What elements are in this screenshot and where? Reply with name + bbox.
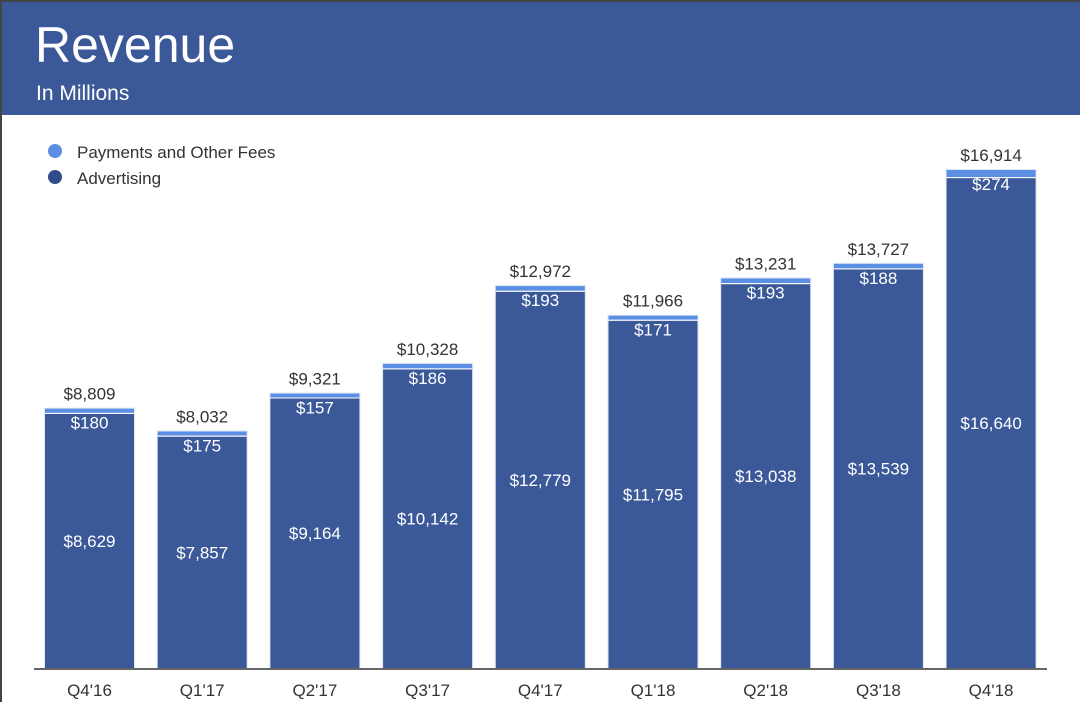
x-tick-label: Q4'17 (518, 681, 563, 700)
x-tick-label: Q2'18 (743, 681, 788, 700)
legend: Payments and Other Fees Advertising (48, 143, 275, 188)
bar-payments (946, 170, 1036, 178)
x-tick-label: Q1'17 (180, 681, 225, 700)
bar-advertising (383, 369, 473, 668)
bar-payments (157, 431, 247, 436)
payments-label: $193 (521, 291, 559, 310)
x-tick-label: Q2'17 (292, 681, 337, 700)
legend-label-advertising: Advertising (77, 169, 161, 188)
total-label: $8,809 (64, 385, 116, 404)
payments-label: $180 (71, 414, 109, 433)
bar-advertising (721, 284, 811, 668)
chart-subtitle: In Millions (36, 82, 130, 105)
bar-advertising (157, 436, 247, 668)
bar-payments (608, 315, 698, 320)
payments-label: $175 (183, 437, 221, 456)
legend-marker-advertising (48, 170, 62, 184)
bar-payments (833, 263, 923, 269)
total-label: $10,328 (397, 340, 458, 359)
x-tick-label: Q1'18 (631, 681, 676, 700)
payments-label: $274 (972, 175, 1010, 194)
payments-label: $157 (296, 399, 334, 418)
advertising-label: $16,640 (960, 414, 1021, 433)
x-tick-label: Q3'17 (405, 681, 450, 700)
x-tick-label: Q4'16 (67, 681, 112, 700)
chart-title: Revenue (35, 17, 236, 73)
advertising-label: $10,142 (397, 510, 458, 529)
x-tick-label: Q4'18 (969, 681, 1014, 700)
advertising-label: $12,779 (510, 471, 571, 490)
bar-advertising (270, 398, 360, 668)
bar-payments (45, 408, 134, 413)
payments-label: $193 (747, 283, 785, 302)
bar-advertising (833, 269, 923, 668)
advertising-label: $13,038 (735, 467, 796, 486)
advertising-label: $13,539 (848, 460, 909, 479)
advertising-label: $8,629 (64, 532, 116, 551)
legend-label-payments: Payments and Other Fees (77, 143, 275, 162)
header-band: Revenue In Millions (2, 0, 1080, 115)
total-label: $12,972 (510, 262, 571, 281)
bar-advertising (946, 178, 1036, 669)
legend-marker-payments (48, 144, 62, 158)
advertising-label: $11,795 (623, 485, 683, 504)
total-label: $13,727 (848, 240, 909, 259)
total-label: $9,321 (289, 370, 341, 389)
total-label: $16,914 (960, 146, 1021, 165)
bar-payments (721, 278, 811, 284)
total-label: $8,032 (176, 408, 228, 427)
payments-label: $171 (634, 321, 672, 340)
advertising-label: $9,164 (289, 524, 341, 543)
total-label: $13,231 (735, 254, 796, 273)
bar-payments (383, 363, 473, 369)
bar-payments (495, 286, 585, 291)
payments-label: $186 (409, 369, 447, 388)
bar-advertising (45, 413, 134, 668)
total-label: $11,966 (623, 292, 683, 311)
bar-advertising (608, 320, 698, 668)
advertising-label: $7,857 (176, 543, 228, 562)
x-tick-label: Q3'18 (856, 681, 901, 700)
bar-advertising (495, 291, 585, 668)
payments-label: $188 (859, 269, 897, 288)
bar-payments (270, 393, 360, 398)
